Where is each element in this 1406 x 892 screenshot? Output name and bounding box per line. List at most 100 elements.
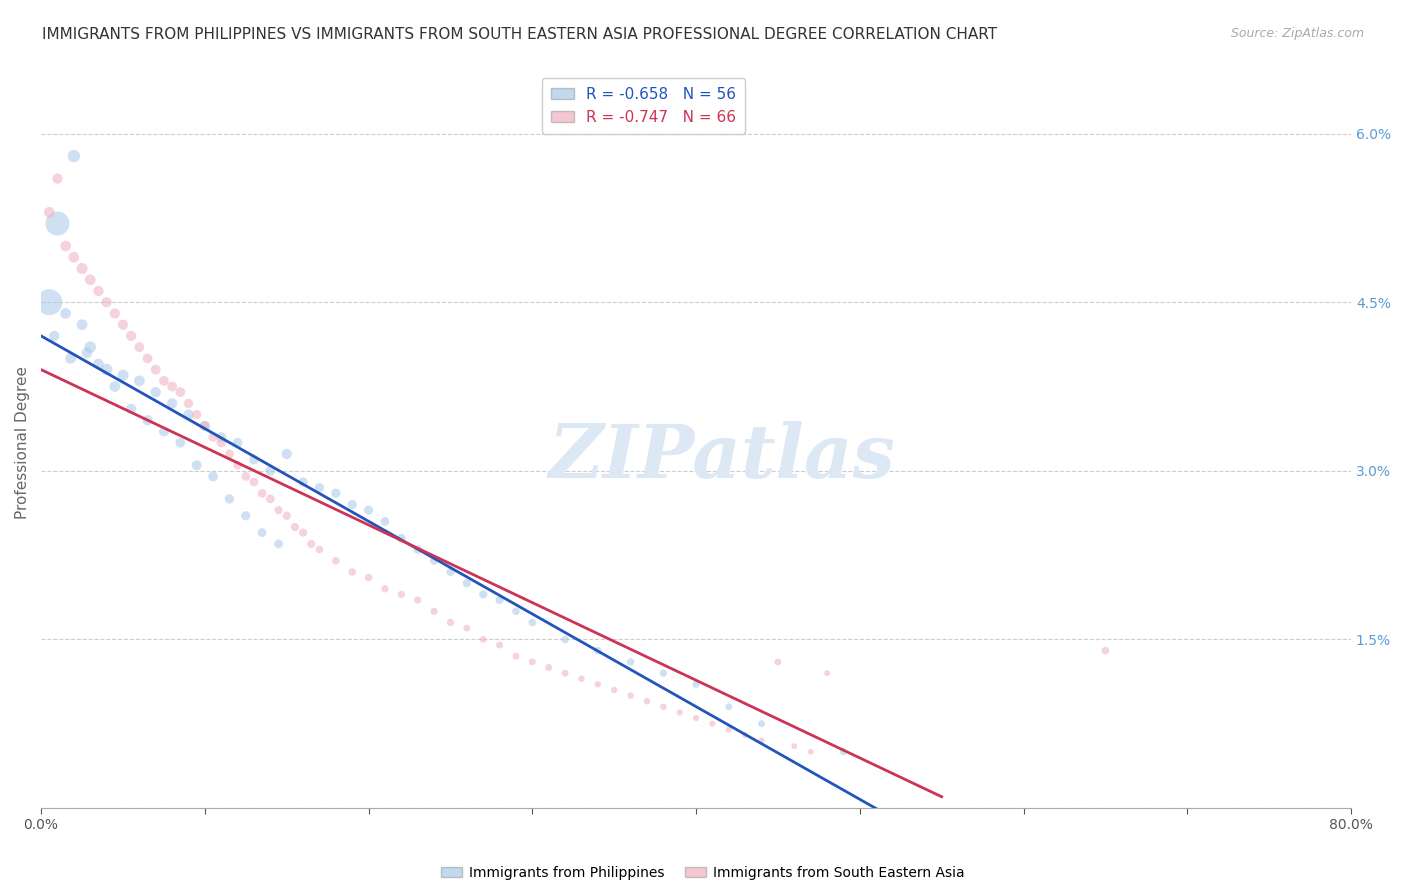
Point xyxy=(406,542,429,557)
Point xyxy=(235,469,257,483)
Point xyxy=(136,351,159,366)
Legend: R = -0.658   N = 56, R = -0.747   N = 66: R = -0.658 N = 56, R = -0.747 N = 66 xyxy=(541,78,745,134)
Point xyxy=(472,587,495,601)
Point xyxy=(79,273,101,287)
Point xyxy=(685,711,707,725)
Point xyxy=(243,475,266,489)
Point xyxy=(194,418,217,433)
Point xyxy=(389,587,412,601)
Y-axis label: Professional Degree: Professional Degree xyxy=(15,367,30,519)
Point xyxy=(136,413,159,427)
Point xyxy=(87,284,110,298)
Point xyxy=(342,565,364,579)
Point xyxy=(243,452,266,467)
Point xyxy=(145,385,167,400)
Point xyxy=(218,491,240,506)
Point xyxy=(38,205,60,219)
Point xyxy=(406,593,429,607)
Point xyxy=(209,435,232,450)
Point xyxy=(652,666,675,681)
Point xyxy=(815,666,838,681)
Point xyxy=(284,520,307,534)
Point xyxy=(111,318,134,332)
Point xyxy=(619,655,641,669)
Point xyxy=(374,582,396,596)
Point xyxy=(70,261,93,276)
Point xyxy=(702,716,724,731)
Point xyxy=(522,655,544,669)
Point xyxy=(734,728,756,742)
Point xyxy=(488,638,510,652)
Point xyxy=(79,340,101,354)
Point xyxy=(235,508,257,523)
Point xyxy=(571,672,593,686)
Point xyxy=(38,295,60,310)
Point xyxy=(96,295,118,310)
Point xyxy=(685,677,707,691)
Point xyxy=(46,171,69,186)
Point xyxy=(250,525,273,540)
Point xyxy=(276,508,298,523)
Text: Source: ZipAtlas.com: Source: ZipAtlas.com xyxy=(1230,27,1364,40)
Point xyxy=(751,733,773,747)
Point xyxy=(766,655,789,669)
Point xyxy=(169,435,191,450)
Point xyxy=(308,481,330,495)
Point xyxy=(209,430,232,444)
Point xyxy=(292,475,315,489)
Point xyxy=(104,379,127,393)
Point xyxy=(586,677,609,691)
Point xyxy=(160,379,183,393)
Point xyxy=(177,396,200,410)
Point xyxy=(619,689,641,703)
Point xyxy=(55,306,77,320)
Point xyxy=(522,615,544,630)
Point xyxy=(120,329,142,343)
Point xyxy=(488,593,510,607)
Point xyxy=(325,554,347,568)
Point xyxy=(389,531,412,545)
Point xyxy=(153,425,176,439)
Point xyxy=(202,469,225,483)
Point xyxy=(325,486,347,500)
Text: ZIPatlas: ZIPatlas xyxy=(548,421,896,493)
Point xyxy=(357,503,380,517)
Point xyxy=(87,357,110,371)
Point xyxy=(636,694,658,708)
Point xyxy=(800,745,823,759)
Point xyxy=(299,537,322,551)
Point xyxy=(456,576,478,591)
Point xyxy=(342,498,364,512)
Point xyxy=(668,706,690,720)
Point xyxy=(259,491,281,506)
Point xyxy=(104,306,127,320)
Point xyxy=(439,565,461,579)
Point xyxy=(832,745,855,759)
Point xyxy=(505,649,527,664)
Point xyxy=(96,362,118,376)
Point xyxy=(783,739,806,754)
Point xyxy=(59,351,82,366)
Point xyxy=(652,699,675,714)
Point xyxy=(194,418,217,433)
Point xyxy=(128,340,150,354)
Point xyxy=(603,683,626,698)
Point xyxy=(46,217,69,231)
Point xyxy=(202,430,225,444)
Point xyxy=(160,396,183,410)
Point xyxy=(717,723,740,737)
Point xyxy=(153,374,176,388)
Point xyxy=(44,329,66,343)
Point xyxy=(55,239,77,253)
Point xyxy=(226,458,249,473)
Point xyxy=(1094,643,1116,657)
Point xyxy=(554,632,576,647)
Point xyxy=(218,447,240,461)
Point xyxy=(374,515,396,529)
Text: IMMIGRANTS FROM PHILIPPINES VS IMMIGRANTS FROM SOUTH EASTERN ASIA PROFESSIONAL D: IMMIGRANTS FROM PHILIPPINES VS IMMIGRANT… xyxy=(42,27,997,42)
Point xyxy=(259,464,281,478)
Point xyxy=(169,385,191,400)
Point xyxy=(751,716,773,731)
Point xyxy=(226,435,249,450)
Point xyxy=(423,554,446,568)
